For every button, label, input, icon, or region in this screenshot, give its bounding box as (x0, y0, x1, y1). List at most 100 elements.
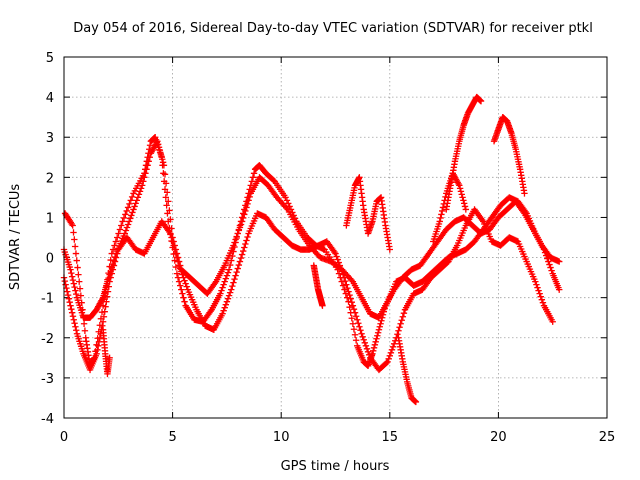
data-point (541, 249, 549, 256)
data-point (141, 174, 148, 181)
data-point (68, 269, 75, 277)
data-point (173, 254, 181, 261)
data-point (336, 262, 344, 269)
data-point (69, 276, 77, 284)
series-track-c (60, 206, 556, 374)
data-point (230, 242, 237, 249)
data-point (116, 226, 124, 233)
data-point (339, 271, 347, 278)
x-tick-label: 5 (168, 430, 176, 445)
data-point (376, 323, 383, 330)
data-point (106, 278, 113, 285)
data-point (285, 200, 292, 207)
data-point (397, 320, 404, 327)
data-point (161, 171, 169, 178)
data-point (172, 263, 180, 271)
data-point (112, 254, 120, 261)
x-tick-labels: 0 5 10 15 20 25 (60, 430, 615, 445)
data-point (224, 269, 232, 276)
data-point (163, 202, 170, 209)
y-tick-label: -4 (41, 412, 54, 427)
data-point (115, 230, 122, 237)
data-point (536, 290, 543, 297)
data-point (235, 261, 243, 269)
data-point (282, 194, 289, 201)
data-point (69, 222, 76, 229)
data-point (223, 298, 231, 305)
data-point (159, 159, 167, 166)
data-point (460, 200, 468, 207)
data-point (248, 178, 256, 185)
data-point (179, 271, 186, 278)
data-point (556, 286, 563, 293)
data-point (539, 299, 547, 306)
data-point (236, 258, 244, 265)
data-point (439, 204, 447, 211)
data-point (175, 262, 183, 269)
data-point (243, 237, 250, 244)
data-point (395, 327, 402, 334)
data-point (162, 194, 170, 201)
data-point (170, 242, 177, 249)
data-point (178, 286, 185, 293)
data-point (81, 327, 89, 334)
data-point (338, 268, 346, 275)
data-point (283, 197, 291, 204)
data-point (156, 147, 164, 154)
series-track-i (99, 326, 113, 378)
data-point (394, 331, 401, 338)
data-point (80, 320, 88, 327)
data-point (94, 346, 101, 354)
data-point (442, 193, 449, 201)
data-point (130, 206, 137, 213)
data-point (123, 224, 131, 231)
data-point (157, 150, 164, 157)
data-point (222, 275, 230, 282)
data-point (225, 292, 233, 299)
data-point (369, 350, 376, 358)
data-point (171, 246, 178, 253)
data-point (377, 320, 384, 327)
data-point (76, 285, 84, 292)
data-point (457, 188, 465, 195)
data-point (111, 258, 119, 265)
data-point (352, 313, 360, 320)
data-point (355, 320, 362, 327)
data-point (223, 272, 231, 279)
series-track-f (430, 170, 470, 245)
data-point (236, 224, 244, 231)
data-point (102, 303, 109, 310)
data-point (64, 291, 72, 299)
data-point (107, 274, 114, 281)
data-point (143, 166, 150, 173)
data-point (114, 234, 121, 241)
data-point (235, 227, 243, 234)
data-point (174, 258, 182, 265)
series-track-e (490, 113, 528, 197)
data-point (532, 278, 539, 285)
data-point (168, 234, 175, 241)
y-tick-labels: -4 -3 -2 -1 0 1 2 3 4 5 (41, 51, 54, 427)
data-point (224, 295, 232, 302)
data-point (361, 339, 369, 346)
data-point (166, 207, 173, 214)
data-point (456, 182, 463, 189)
series-track-g (343, 174, 393, 253)
data-point (556, 258, 563, 265)
series-track-d (443, 93, 485, 213)
data-point (73, 327, 80, 334)
data-point (61, 277, 69, 285)
data-point (250, 170, 258, 177)
data-point (546, 261, 553, 268)
data-points (60, 93, 563, 406)
data-point (521, 190, 528, 197)
data-point (62, 281, 69, 288)
data-point (119, 218, 126, 225)
data-point (178, 268, 185, 275)
data-point (160, 162, 168, 169)
data-point (456, 185, 464, 192)
data-point (67, 266, 74, 273)
data-point (337, 265, 345, 272)
data-point (220, 307, 227, 314)
